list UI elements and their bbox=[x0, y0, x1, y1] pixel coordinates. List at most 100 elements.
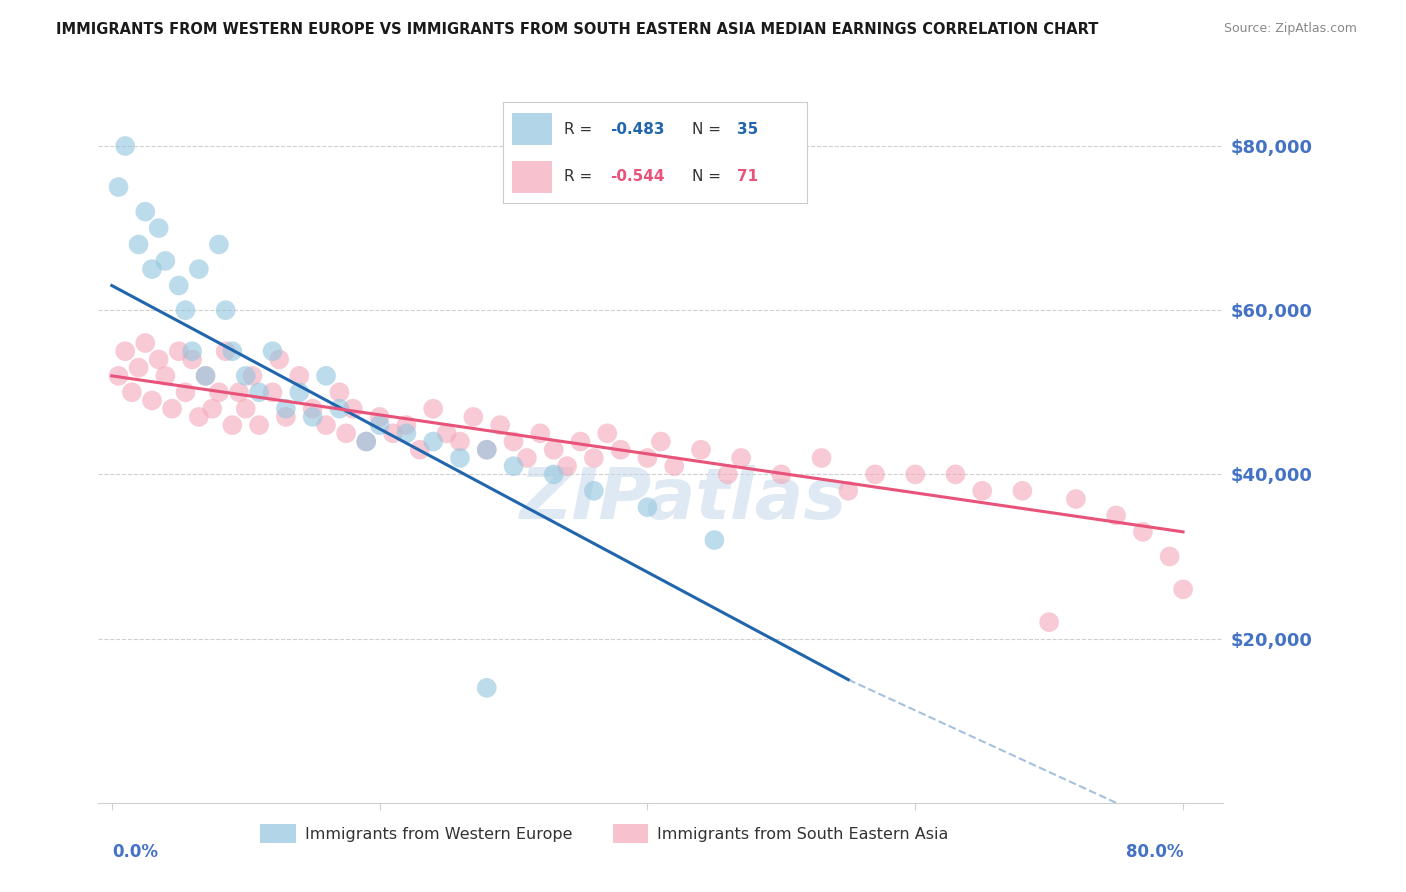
Point bbox=[269, 352, 291, 367]
Point bbox=[247, 385, 270, 400]
Point bbox=[449, 434, 471, 449]
Point bbox=[167, 278, 190, 293]
Point bbox=[134, 204, 156, 219]
Point bbox=[128, 237, 150, 252]
Point bbox=[288, 385, 311, 400]
Point bbox=[1171, 582, 1194, 597]
Point bbox=[1105, 508, 1128, 523]
Point bbox=[436, 426, 458, 441]
Point bbox=[134, 336, 156, 351]
Point bbox=[395, 426, 418, 441]
Point bbox=[114, 344, 136, 359]
Point bbox=[141, 393, 163, 408]
Point bbox=[529, 426, 551, 441]
Point bbox=[810, 450, 832, 465]
Point bbox=[107, 368, 129, 383]
Point bbox=[1132, 524, 1154, 539]
Point bbox=[301, 401, 323, 416]
Point bbox=[664, 459, 686, 474]
Point bbox=[174, 303, 197, 318]
Text: Source: ZipAtlas.com: Source: ZipAtlas.com bbox=[1223, 22, 1357, 36]
Point bbox=[301, 409, 323, 424]
Point bbox=[208, 237, 231, 252]
Point bbox=[475, 681, 498, 695]
Point bbox=[201, 401, 224, 416]
Point bbox=[228, 385, 250, 400]
Point bbox=[335, 426, 357, 441]
Point bbox=[837, 483, 859, 498]
Point bbox=[107, 180, 129, 194]
Point bbox=[214, 303, 236, 318]
Point bbox=[174, 385, 197, 400]
Point bbox=[489, 418, 512, 433]
Point bbox=[242, 368, 264, 383]
Text: 80.0%: 80.0% bbox=[1126, 843, 1182, 861]
Point bbox=[262, 344, 284, 359]
Point bbox=[1038, 615, 1060, 630]
Point bbox=[555, 459, 578, 474]
Point bbox=[235, 401, 257, 416]
Text: 0.0%: 0.0% bbox=[112, 843, 157, 861]
Point bbox=[1064, 491, 1087, 506]
Point bbox=[596, 426, 619, 441]
Point bbox=[703, 533, 725, 547]
Point bbox=[863, 467, 886, 482]
Point bbox=[288, 368, 311, 383]
Point bbox=[609, 442, 631, 457]
Point bbox=[181, 352, 204, 367]
Point bbox=[690, 442, 713, 457]
Point bbox=[382, 426, 405, 441]
Point bbox=[328, 401, 350, 416]
Point bbox=[475, 442, 498, 457]
Point bbox=[315, 418, 337, 433]
Point bbox=[409, 442, 432, 457]
Point bbox=[181, 344, 204, 359]
Point bbox=[194, 368, 217, 383]
Point bbox=[368, 409, 391, 424]
Point bbox=[650, 434, 672, 449]
Point bbox=[582, 450, 605, 465]
Point bbox=[582, 483, 605, 498]
Point bbox=[636, 500, 658, 515]
Point bbox=[502, 459, 524, 474]
Point bbox=[247, 418, 270, 433]
Text: ZIPatlas: ZIPatlas bbox=[520, 465, 846, 533]
Point bbox=[354, 434, 377, 449]
Point bbox=[516, 450, 538, 465]
Text: IMMIGRANTS FROM WESTERN EUROPE VS IMMIGRANTS FROM SOUTH EASTERN ASIA MEDIAN EARN: IMMIGRANTS FROM WESTERN EUROPE VS IMMIGR… bbox=[56, 22, 1098, 37]
Point bbox=[187, 262, 209, 277]
Point bbox=[770, 467, 793, 482]
Point bbox=[354, 434, 377, 449]
Point bbox=[463, 409, 485, 424]
Point bbox=[730, 450, 752, 465]
Point bbox=[636, 450, 658, 465]
Point bbox=[395, 418, 418, 433]
Point bbox=[972, 483, 994, 498]
Point bbox=[148, 221, 170, 235]
Point bbox=[155, 253, 177, 268]
Point bbox=[569, 434, 592, 449]
Point bbox=[315, 368, 337, 383]
Point bbox=[368, 418, 391, 433]
Point bbox=[262, 385, 284, 400]
Point bbox=[167, 344, 190, 359]
Point bbox=[475, 442, 498, 457]
Point bbox=[1011, 483, 1033, 498]
Point bbox=[208, 385, 231, 400]
Point bbox=[214, 344, 236, 359]
Point bbox=[945, 467, 967, 482]
Point bbox=[274, 409, 297, 424]
Point bbox=[342, 401, 364, 416]
Point bbox=[221, 344, 243, 359]
Point bbox=[274, 401, 297, 416]
Point bbox=[114, 139, 136, 153]
Point bbox=[141, 262, 163, 277]
Point bbox=[235, 368, 257, 383]
Point bbox=[128, 360, 150, 375]
Point bbox=[422, 434, 444, 449]
Point bbox=[221, 418, 243, 433]
Point bbox=[543, 467, 565, 482]
Point bbox=[543, 442, 565, 457]
Point bbox=[502, 434, 524, 449]
Point bbox=[328, 385, 350, 400]
